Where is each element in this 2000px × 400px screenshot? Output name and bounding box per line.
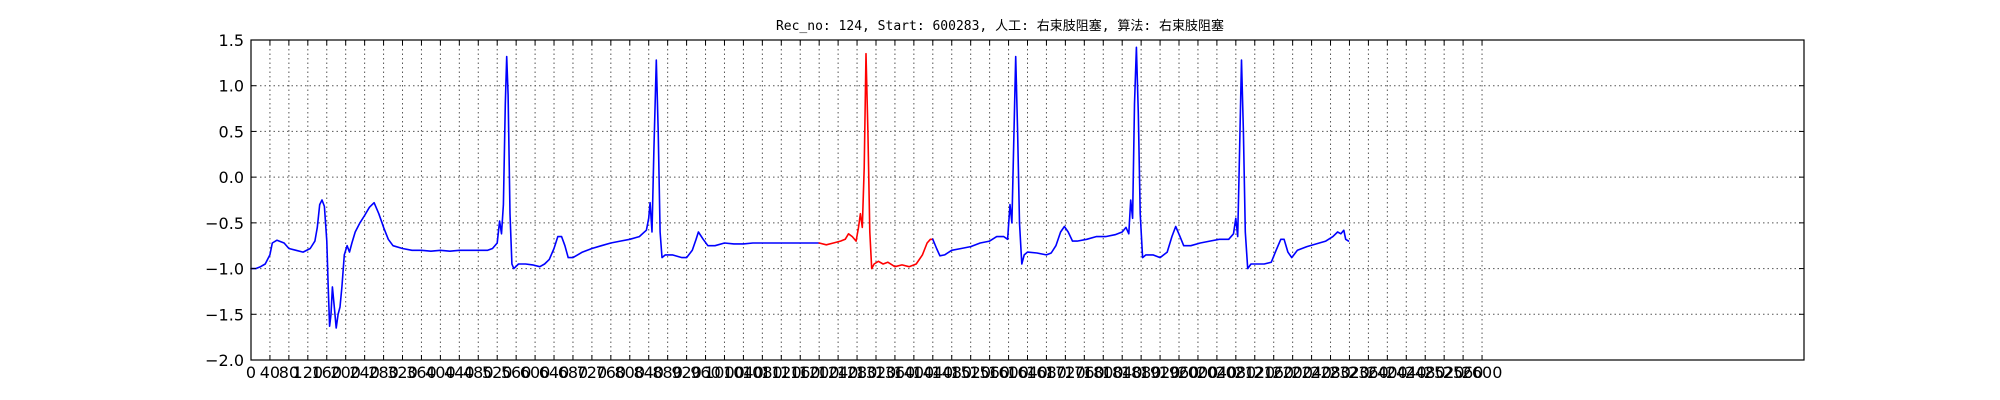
x-tick-label: 440 <box>444 363 475 382</box>
y-tick-label: −0.5 <box>205 214 244 233</box>
x-tick-label: 2480 <box>1405 363 1446 382</box>
x-tick-label: 200 <box>330 363 361 382</box>
x-tick-label: 2280 <box>1310 363 1351 382</box>
x-tick-label: 680 <box>558 363 589 382</box>
x-tick-label: 1200 <box>799 363 840 382</box>
chart-title: Rec_no: 124, Start: 600283, 人工: 右束肢阻塞, 算… <box>776 18 1224 34</box>
x-tick-label: 1080 <box>742 363 783 382</box>
x-tick-label: 2040 <box>1197 363 1238 382</box>
x-tick-label: 120 <box>293 363 324 382</box>
x-tick-label: 400 <box>425 363 456 382</box>
grid <box>251 40 1804 360</box>
x-tick-label: 1520 <box>950 363 991 382</box>
ecg-highlight-segment <box>818 52 934 270</box>
x-tick-label: 280 <box>368 363 399 382</box>
x-tick-label: 720 <box>577 363 608 382</box>
x-tick-label: 640 <box>539 363 570 382</box>
x-tick-label: 2320 <box>1329 363 1370 382</box>
y-tick-label: 0.0 <box>219 168 244 187</box>
x-tick-label: 2000 <box>1178 363 1219 382</box>
x-tick-label: 160 <box>311 363 342 382</box>
x-tick-label: 80 <box>279 363 299 382</box>
y-tick-label: 1.5 <box>219 31 244 50</box>
x-tick-label: 840 <box>633 363 664 382</box>
x-tick-label: 1880 <box>1121 363 1162 382</box>
y-axis: 1.5 1.0 0.5 0.0 −0.5 −1.0 −1.5 −2.0 <box>205 31 1804 370</box>
x-tick-label: 320 <box>387 363 418 382</box>
x-tick-label: 1840 <box>1102 363 1143 382</box>
x-tick-label: 240 <box>349 363 380 382</box>
x-tick-label: 1240 <box>818 363 859 382</box>
ecg-segment <box>250 55 821 329</box>
x-tick-label: 560 <box>501 363 532 382</box>
x-tick-label: 1600 <box>988 363 1029 382</box>
x-tick-label: 480 <box>463 363 494 382</box>
y-tick-label: −1.0 <box>205 260 244 279</box>
x-tick-label: 1480 <box>931 363 972 382</box>
x-tick-label: 2600 <box>1462 363 1503 382</box>
x-tick-label: 1360 <box>875 363 916 382</box>
x-tick-label: 1680 <box>1026 363 1067 382</box>
x-tick-label: 2400 <box>1367 363 1408 382</box>
x-tick-label: 1640 <box>1007 363 1048 382</box>
y-tick-label: −1.5 <box>205 305 244 324</box>
x-tick-label: 920 <box>671 363 702 382</box>
x-tick-label: 800 <box>615 363 646 382</box>
y-tick-label: −2.0 <box>205 351 244 370</box>
x-tick-label: 960 <box>690 363 721 382</box>
ecg-segment <box>931 46 1350 270</box>
x-tick-label: 2240 <box>1291 363 1332 382</box>
y-tick-label: 1.0 <box>219 77 244 96</box>
x-tick-label: 2120 <box>1234 363 1275 382</box>
x-tick-label: 0 <box>246 363 256 382</box>
x-tick-label: 760 <box>596 363 627 382</box>
x-tick-label: 1920 <box>1140 363 1181 382</box>
x-tick-label: 1320 <box>856 363 897 382</box>
x-tick-label: 2080 <box>1215 363 1256 382</box>
x-tick-label: 1400 <box>894 363 935 382</box>
x-tick-label: 2160 <box>1253 363 1294 382</box>
x-tick-label: 1160 <box>780 363 821 382</box>
x-tick-label: 360 <box>406 363 437 382</box>
x-tick-label: 600 <box>520 363 551 382</box>
plot-area-frame <box>250 39 1805 361</box>
x-tick-label: 880 <box>652 363 683 382</box>
x-tick-label: 2440 <box>1386 363 1427 382</box>
x-tick-label: 1760 <box>1064 363 1105 382</box>
x-tick-label: 2520 <box>1424 363 1465 382</box>
x-tick-label: 1000 <box>704 363 745 382</box>
x-tick-label: 2200 <box>1272 363 1313 382</box>
x-tick-label: 1960 <box>1159 363 1200 382</box>
ecg-series <box>250 46 1350 329</box>
y-tick-label: 0.5 <box>219 122 244 141</box>
x-tick-label: 1280 <box>837 363 878 382</box>
x-tick-label: 1560 <box>969 363 1010 382</box>
x-tick-label: 40 <box>260 363 280 382</box>
x-axis: 0 408012016020024028032036040044048052056… <box>246 40 1502 382</box>
x-tick-label: 1440 <box>912 363 953 382</box>
x-tick-label: 520 <box>482 363 513 382</box>
x-tick-label: 1040 <box>723 363 764 382</box>
x-tick-label: 1800 <box>1083 363 1124 382</box>
x-tick-label: 2360 <box>1348 363 1389 382</box>
x-tick-label: 1120 <box>761 363 802 382</box>
x-tick-label: 1720 <box>1045 363 1086 382</box>
x-tick-label: 2560 <box>1443 363 1484 382</box>
